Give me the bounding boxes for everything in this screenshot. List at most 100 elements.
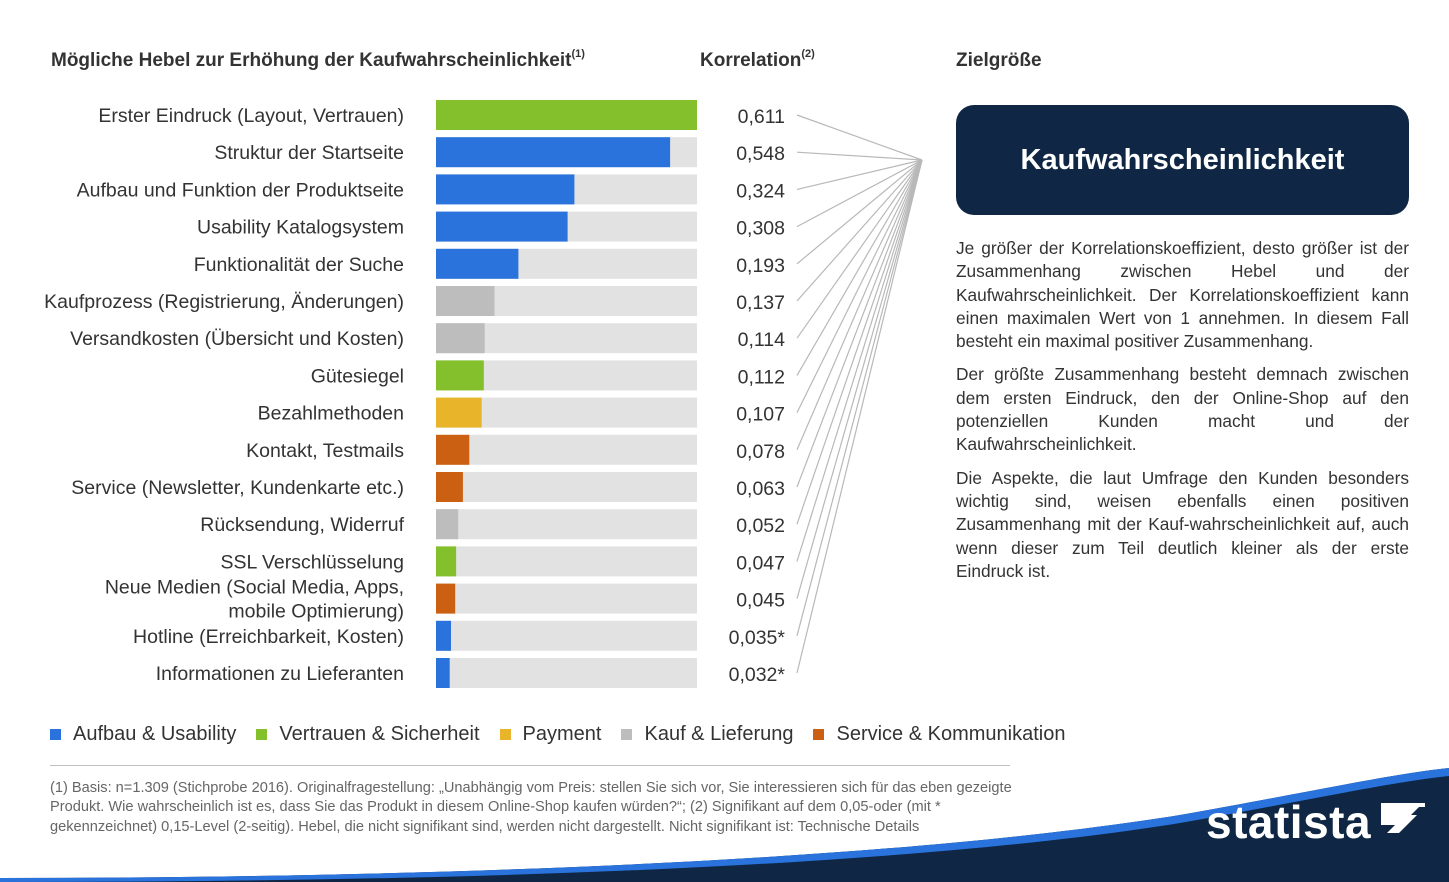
- connector-line: [796, 159, 923, 265]
- legend-item-vertrauen-sicherheit: Vertrauen & Sicherheit: [256, 723, 480, 746]
- category-label: Bezahlmethoden: [258, 403, 404, 425]
- connector-line: [796, 151, 923, 161]
- correlation-header-footnote-ref: (2): [801, 48, 815, 60]
- legend-swatch: [499, 729, 511, 740]
- description-paragraph-2: Der größte Zusammenhang besteht demnach …: [956, 364, 1409, 455]
- bar: [436, 248, 519, 279]
- bar: [436, 137, 671, 168]
- category-label: Service (Newsletter, Kundenkarte etc.): [71, 477, 404, 499]
- bar-track: [436, 620, 697, 651]
- category-label: SSL Verschlüsselung: [220, 551, 404, 573]
- bar: [436, 434, 470, 465]
- connector-line: [796, 159, 923, 562]
- category-label: Versandkosten (Übersicht und Kosten): [70, 328, 404, 350]
- category-label: Funktionalität der Suche: [194, 254, 404, 276]
- connector-line: [796, 159, 923, 599]
- connector-line: [796, 159, 923, 525]
- legend-swatch: [621, 729, 633, 740]
- legend-item-aufbau-usability: Aufbau & Usability: [50, 723, 236, 746]
- description-text: Je größer der Korrelationskoeffizient, d…: [956, 237, 1409, 593]
- category-label: Informationen zu Lieferanten: [156, 663, 404, 685]
- target-box-label: Kaufwahrscheinlichkeit: [1020, 143, 1345, 176]
- connector-line: [796, 159, 923, 413]
- value-label: 0,308: [736, 218, 785, 240]
- description-paragraph-1: Je größer der Korrelationskoeffizient, d…: [956, 238, 1409, 352]
- connector-line: [796, 159, 923, 302]
- bar-track: [436, 509, 697, 540]
- levers-header-footnote-ref: (1): [571, 48, 585, 60]
- legend-label: Payment: [522, 723, 602, 745]
- bar: [436, 472, 463, 502]
- category-label: Rücksendung, Widerruf: [200, 514, 404, 536]
- statista-logo: statista: [1206, 795, 1426, 849]
- bar-track: [436, 434, 697, 465]
- legend-item-payment: Payment: [499, 723, 602, 746]
- target-box: Kaufwahrscheinlichkeit: [956, 105, 1409, 215]
- legend-item-service-kommunikation: Service & Kommunikation: [813, 723, 1065, 746]
- legend-item-kauf-lieferung: Kauf & Lieferung: [621, 723, 793, 746]
- legend-label: Vertrauen & Sicherheit: [279, 723, 480, 745]
- bar-track: [436, 658, 697, 688]
- bar: [436, 360, 484, 391]
- category-label: Hotline (Erreichbarkeit, Kosten): [133, 626, 404, 648]
- value-label: 0,052: [736, 515, 785, 537]
- chart-legend: Aufbau & Usability Vertrauen & Sicherhei…: [50, 723, 1085, 746]
- category-label: Erster Eindruck (Layout, Vertrauen): [98, 105, 404, 127]
- value-label: 0,324: [736, 180, 785, 202]
- connector-line: [796, 159, 923, 488]
- correlation-bar-chart: Erster Eindruck (Layout, Vertrauen) 0,611…: [44, 100, 923, 688]
- value-label: 0,032*: [729, 664, 786, 686]
- category-label: Kaufprozess (Registrierung, Änderungen): [44, 291, 404, 313]
- footnote-divider: [50, 765, 1010, 766]
- category-label: Struktur der Startseite: [214, 142, 404, 164]
- legend-swatch: [813, 729, 825, 740]
- connector-line: [796, 159, 923, 636]
- bar: [436, 583, 456, 614]
- bar-track: [436, 546, 697, 577]
- target-header: Zielgröße: [956, 50, 1042, 71]
- bar: [436, 620, 451, 651]
- bar: [436, 546, 457, 577]
- bar-track: [436, 583, 697, 614]
- value-label: 0,114: [738, 329, 786, 351]
- connector-line: [796, 159, 923, 451]
- bar-track: [436, 472, 697, 502]
- footnote: (1) Basis: n=1.309 (Stichprobe 2016). Or…: [50, 780, 1012, 835]
- statista-logo-icon: [1381, 803, 1426, 841]
- brand-swoosh: [0, 768, 1449, 882]
- bar: [436, 100, 697, 130]
- bar: [436, 323, 485, 354]
- legend-swatch: [50, 729, 61, 740]
- connector-line: [796, 114, 923, 161]
- legend-swatch: [256, 729, 268, 740]
- value-label: 0,193: [736, 255, 785, 277]
- value-label: 0,548: [736, 143, 785, 165]
- statista-wordmark: statista: [1206, 796, 1372, 848]
- value-label: 0,611: [738, 106, 785, 128]
- value-label: 0,045: [736, 590, 785, 612]
- category-label: Kontakt, Testmails: [246, 440, 404, 462]
- bar: [436, 658, 450, 688]
- connector-line: [796, 159, 923, 376]
- value-label: 0,063: [736, 478, 785, 500]
- bar: [436, 174, 575, 205]
- category-label: Gütesiegel: [311, 365, 404, 387]
- description-paragraph-3: Die Aspekte, die laut Umfrage den Kunden…: [956, 467, 1409, 581]
- connector-line: [796, 159, 923, 228]
- legend-label: Service & Kommunikation: [836, 723, 1066, 745]
- bar: [436, 211, 568, 242]
- connector-line: [796, 159, 923, 190]
- connector-line: [796, 159, 923, 339]
- correlation-header-text: Korrelation: [700, 50, 802, 71]
- value-label: 0,078: [736, 441, 785, 463]
- connector-line: [796, 159, 923, 674]
- levers-header-text: Mögliche Hebel zur Erhöhung der Kaufwahr…: [51, 50, 572, 71]
- bar: [436, 286, 495, 316]
- levers-header: Mögliche Hebel zur Erhöhung der Kaufwahr…: [51, 48, 585, 72]
- value-label: 0,137: [736, 292, 785, 314]
- value-label: 0,107: [736, 404, 785, 426]
- value-label: 0,112: [738, 366, 785, 388]
- correlation-header: Korrelation(2): [700, 48, 815, 72]
- category-label: Neue Medien (Social Media, Apps, mobile O…: [105, 577, 404, 623]
- category-label: Usability Katalogsystem: [197, 217, 404, 239]
